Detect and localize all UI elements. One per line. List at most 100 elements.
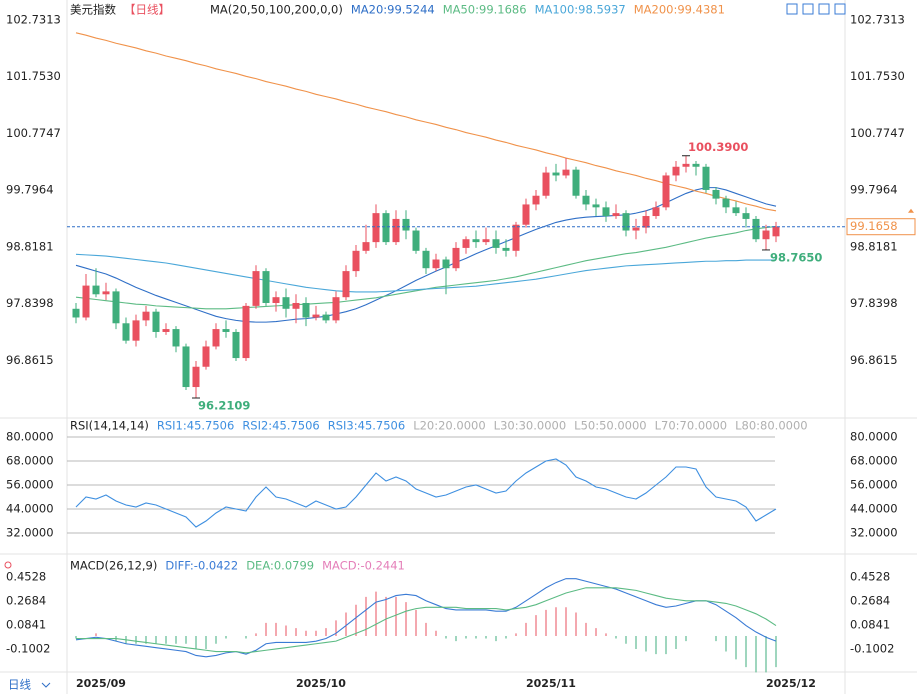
y-tick-label-right: 56.0000 [850,478,898,492]
y-tick-label-left: 32.0000 [6,526,54,540]
candle-body [232,331,240,359]
y-tick-label-left: 99.7964 [6,183,54,197]
candle-body [642,216,650,228]
y-tick-label-left: 44.0000 [6,502,54,516]
header-label: 美元指数 [70,3,116,17]
header-label: MACD(26,12,9) [70,559,157,573]
candle-body [182,346,190,388]
candle-body [302,302,310,318]
header-label: DEA:0.0799 [246,559,314,573]
line-series [75,458,777,528]
candle-body [292,302,300,309]
dropdown-arrow[interactable] [41,682,51,688]
y-tick-label-right: 99.7964 [850,183,898,197]
y-tick-label-right: 32.0000 [850,526,898,540]
candle-body [692,163,700,167]
candle-body [432,259,440,269]
candle-body [192,366,200,388]
y-tick-label-right: 96.8615 [850,353,898,367]
candle-body [122,323,130,341]
high-annotation: 100.3900 [688,140,748,154]
header-label: MA(20,50,100,200,0,0) [210,3,343,17]
y-tick-label-right: 80.0000 [850,430,898,444]
candle-body [352,250,360,272]
header-label: L70:70.0000 [655,419,727,433]
y-tick-label-right: 0.4528 [850,569,890,583]
candle-body [112,291,120,324]
y-tick-label-right: 44.0000 [850,502,898,516]
y-tick-label-left: 96.8615 [6,353,54,367]
x-tick-label: 2025/11 [526,677,576,690]
line-series [75,578,777,658]
candle-body [362,242,370,251]
candle-body [732,207,740,214]
icon-zoom[interactable] [786,3,798,15]
icon-grid[interactable] [818,3,830,15]
candle-body [422,250,430,269]
header-label: DIFF:-0.0422 [165,559,238,573]
header-label: MA200:99.4381 [634,3,725,17]
candle-body [312,314,320,318]
candle-body [662,175,670,208]
last-price-arrow [908,208,914,213]
icon-move[interactable] [802,3,814,15]
y-tick-label-right: 68.0000 [850,454,898,468]
y-tick-label-left: 100.7747 [6,126,61,140]
candle-body [132,320,140,341]
y-tick-label-right: 101.7530 [850,69,905,83]
y-tick-label-left: 98.8181 [6,239,54,253]
candle-body [512,224,520,251]
icon-full[interactable] [834,3,846,15]
last-price-label: 99.1658 [850,219,898,233]
header-label: MA100:98.5937 [535,3,626,17]
candle-body [222,329,230,332]
y-tick-label-left: -0.1002 [6,641,50,655]
candle-body [492,239,500,248]
header-label: L20:20.0000 [413,419,485,433]
header-label: RSI1:45.7506 [157,419,234,433]
candle-body [712,189,720,199]
header-label: L30:30.0000 [494,419,566,433]
candle-body [772,226,780,237]
footer-button[interactable]: 日线 [2,676,54,692]
candle-body [532,195,540,205]
y-tick-label-left: 97.8398 [6,296,54,310]
candle-body [722,198,730,208]
candle-body [82,285,90,318]
candle-body [762,230,770,240]
candle-body [72,308,80,318]
footer-label[interactable]: 日线 [8,678,31,692]
candle-body [442,259,450,269]
x-tick-label: 2025/10 [296,677,346,690]
candle-body [652,207,660,217]
candle-body [252,271,260,306]
line-series [75,32,777,212]
x-tick-label: 2025/09 [76,677,126,690]
line-series [75,253,776,293]
header-label: MA20:99.5244 [351,3,435,17]
candle-body [372,213,380,243]
y-tick-label-left: 80.0000 [6,430,54,444]
candle-body [332,297,340,321]
candle-body [482,239,490,243]
y-tick-label-left: 0.4528 [6,569,46,583]
candle-body [672,166,680,176]
candle-body [502,247,510,251]
footer-box[interactable] [2,676,54,692]
header-label: RSI3:45.7506 [328,419,405,433]
y-tick-label-right: 0.0841 [850,617,890,631]
candle-body [102,291,110,295]
header-label: L80:80.0000 [735,419,807,433]
toolbar-icons[interactable] [786,3,846,15]
candle-body [602,207,610,217]
candle-body [262,271,270,303]
candle-body [392,218,400,243]
candle-body [272,297,280,303]
candle-body [752,218,760,240]
y-tick-label-right: 0.2684 [850,594,890,608]
y-tick-label-left: 0.2684 [6,594,46,608]
candle-body [342,271,350,298]
candle-body [242,305,250,359]
candle-body [582,195,590,205]
low-annotation: 98.7650 [770,250,822,264]
